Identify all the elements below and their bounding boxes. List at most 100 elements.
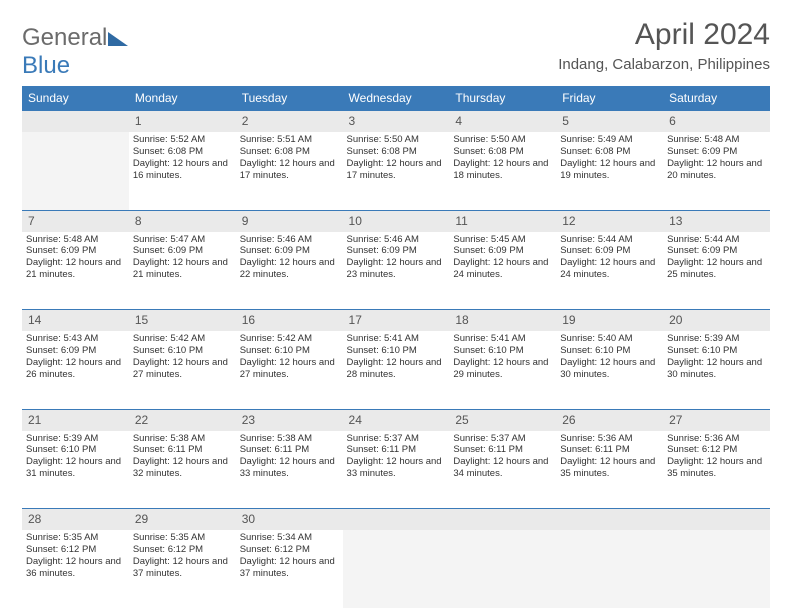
day-cell: Sunrise: 5:48 AMSunset: 6:09 PMDaylight:…: [22, 232, 129, 310]
sunset-line: Sunset: 6:09 PM: [347, 245, 446, 257]
daylight-line: Daylight: 12 hours and 27 minutes.: [133, 357, 232, 381]
daylight-line: Daylight: 12 hours and 16 minutes.: [133, 158, 232, 182]
day-cell: Sunrise: 5:36 AMSunset: 6:12 PMDaylight:…: [663, 431, 770, 509]
daylight-line: Daylight: 12 hours and 24 minutes.: [560, 257, 659, 281]
logo: GeneralBlue: [22, 18, 129, 80]
sunset-line: Sunset: 6:11 PM: [240, 444, 339, 456]
calendar-head: SundayMondayTuesdayWednesdayThursdayFrid…: [22, 86, 770, 111]
daylight-line: Daylight: 12 hours and 32 minutes.: [133, 456, 232, 480]
daylight-line: Daylight: 12 hours and 37 minutes.: [133, 556, 232, 580]
daylight-line: Daylight: 12 hours and 29 minutes.: [453, 357, 552, 381]
sunrise-line: Sunrise: 5:38 AM: [133, 433, 232, 445]
sunset-line: Sunset: 6:09 PM: [26, 245, 125, 257]
day-detail-row: Sunrise: 5:52 AMSunset: 6:08 PMDaylight:…: [22, 132, 770, 210]
logo-part1: General: [22, 24, 107, 51]
sunset-line: Sunset: 6:11 PM: [133, 444, 232, 456]
day-number: 14: [22, 310, 129, 332]
day-number: 24: [343, 409, 450, 431]
sunset-line: Sunset: 6:09 PM: [560, 245, 659, 257]
day-number: 7: [22, 210, 129, 232]
day-number: 13: [663, 210, 770, 232]
day-detail-row: Sunrise: 5:43 AMSunset: 6:09 PMDaylight:…: [22, 331, 770, 409]
day-cell: Sunrise: 5:37 AMSunset: 6:11 PMDaylight:…: [449, 431, 556, 509]
day-number: 22: [129, 409, 236, 431]
daylight-line: Daylight: 12 hours and 28 minutes.: [347, 357, 446, 381]
day-number-row: 282930....: [22, 509, 770, 531]
day-cell: Sunrise: 5:48 AMSunset: 6:09 PMDaylight:…: [663, 132, 770, 210]
day-cell: Sunrise: 5:50 AMSunset: 6:08 PMDaylight:…: [343, 132, 450, 210]
daylight-line: Daylight: 12 hours and 35 minutes.: [560, 456, 659, 480]
daylight-line: Daylight: 12 hours and 27 minutes.: [240, 357, 339, 381]
daylight-line: Daylight: 12 hours and 33 minutes.: [347, 456, 446, 480]
day-cell: Sunrise: 5:52 AMSunset: 6:08 PMDaylight:…: [129, 132, 236, 210]
daylight-line: Daylight: 12 hours and 35 minutes.: [667, 456, 766, 480]
daylight-line: Daylight: 12 hours and 17 minutes.: [240, 158, 339, 182]
day-number: .: [343, 509, 450, 531]
sunset-line: Sunset: 6:09 PM: [667, 146, 766, 158]
sunrise-line: Sunrise: 5:39 AM: [667, 333, 766, 345]
daylight-line: Daylight: 12 hours and 36 minutes.: [26, 556, 125, 580]
sunrise-line: Sunrise: 5:37 AM: [347, 433, 446, 445]
day-cell: Sunrise: 5:46 AMSunset: 6:09 PMDaylight:…: [343, 232, 450, 310]
daylight-line: Daylight: 12 hours and 23 minutes.: [347, 257, 446, 281]
day-number: 11: [449, 210, 556, 232]
month-title: April 2024: [558, 18, 770, 52]
sunset-line: Sunset: 6:10 PM: [560, 345, 659, 357]
sunrise-line: Sunrise: 5:42 AM: [240, 333, 339, 345]
day-detail-row: Sunrise: 5:39 AMSunset: 6:10 PMDaylight:…: [22, 431, 770, 509]
sunset-line: Sunset: 6:09 PM: [453, 245, 552, 257]
calendar-table: SundayMondayTuesdayWednesdayThursdayFrid…: [22, 86, 770, 608]
sunrise-line: Sunrise: 5:34 AM: [240, 532, 339, 544]
daylight-line: Daylight: 12 hours and 33 minutes.: [240, 456, 339, 480]
sunrise-line: Sunrise: 5:41 AM: [453, 333, 552, 345]
sunrise-line: Sunrise: 5:43 AM: [26, 333, 125, 345]
day-number: 15: [129, 310, 236, 332]
sunrise-line: Sunrise: 5:52 AM: [133, 134, 232, 146]
day-cell: Sunrise: 5:44 AMSunset: 6:09 PMDaylight:…: [556, 232, 663, 310]
sunrise-line: Sunrise: 5:40 AM: [560, 333, 659, 345]
sunset-line: Sunset: 6:12 PM: [26, 544, 125, 556]
sunrise-line: Sunrise: 5:48 AM: [667, 134, 766, 146]
day-detail-row: Sunrise: 5:35 AMSunset: 6:12 PMDaylight:…: [22, 530, 770, 608]
day-number: 26: [556, 409, 663, 431]
logo-text: GeneralBlue: [22, 24, 129, 80]
sunrise-line: Sunrise: 5:48 AM: [26, 234, 125, 246]
calendar-body: .123456Sunrise: 5:52 AMSunset: 6:08 PMDa…: [22, 111, 770, 609]
sunset-line: Sunset: 6:12 PM: [133, 544, 232, 556]
sunrise-line: Sunrise: 5:44 AM: [560, 234, 659, 246]
daylight-line: Daylight: 12 hours and 30 minutes.: [667, 357, 766, 381]
sunset-line: Sunset: 6:08 PM: [133, 146, 232, 158]
daylight-line: Daylight: 12 hours and 26 minutes.: [26, 357, 125, 381]
day-cell: [449, 530, 556, 608]
day-cell: Sunrise: 5:41 AMSunset: 6:10 PMDaylight:…: [449, 331, 556, 409]
sunset-line: Sunset: 6:10 PM: [26, 444, 125, 456]
day-cell: Sunrise: 5:38 AMSunset: 6:11 PMDaylight:…: [236, 431, 343, 509]
day-number: 10: [343, 210, 450, 232]
weekday-header: Friday: [556, 86, 663, 111]
daylight-line: Daylight: 12 hours and 30 minutes.: [560, 357, 659, 381]
daylight-line: Daylight: 12 hours and 25 minutes.: [667, 257, 766, 281]
sunrise-line: Sunrise: 5:42 AM: [133, 333, 232, 345]
day-number: 17: [343, 310, 450, 332]
sunrise-line: Sunrise: 5:35 AM: [26, 532, 125, 544]
sunset-line: Sunset: 6:10 PM: [133, 345, 232, 357]
sunset-line: Sunset: 6:09 PM: [240, 245, 339, 257]
day-number: .: [663, 509, 770, 531]
weekday-header: Thursday: [449, 86, 556, 111]
sunrise-line: Sunrise: 5:38 AM: [240, 433, 339, 445]
sunrise-line: Sunrise: 5:50 AM: [453, 134, 552, 146]
day-cell: Sunrise: 5:36 AMSunset: 6:11 PMDaylight:…: [556, 431, 663, 509]
sunset-line: Sunset: 6:08 PM: [347, 146, 446, 158]
day-cell: Sunrise: 5:43 AMSunset: 6:09 PMDaylight:…: [22, 331, 129, 409]
day-cell: Sunrise: 5:41 AMSunset: 6:10 PMDaylight:…: [343, 331, 450, 409]
sunset-line: Sunset: 6:11 PM: [560, 444, 659, 456]
day-detail-row: Sunrise: 5:48 AMSunset: 6:09 PMDaylight:…: [22, 232, 770, 310]
logo-part2: Blue: [22, 52, 70, 79]
sunrise-line: Sunrise: 5:49 AM: [560, 134, 659, 146]
day-cell: Sunrise: 5:37 AMSunset: 6:11 PMDaylight:…: [343, 431, 450, 509]
day-number-row: 78910111213: [22, 210, 770, 232]
day-number: 12: [556, 210, 663, 232]
day-number-row: 21222324252627: [22, 409, 770, 431]
day-number: 9: [236, 210, 343, 232]
weekday-header: Monday: [129, 86, 236, 111]
